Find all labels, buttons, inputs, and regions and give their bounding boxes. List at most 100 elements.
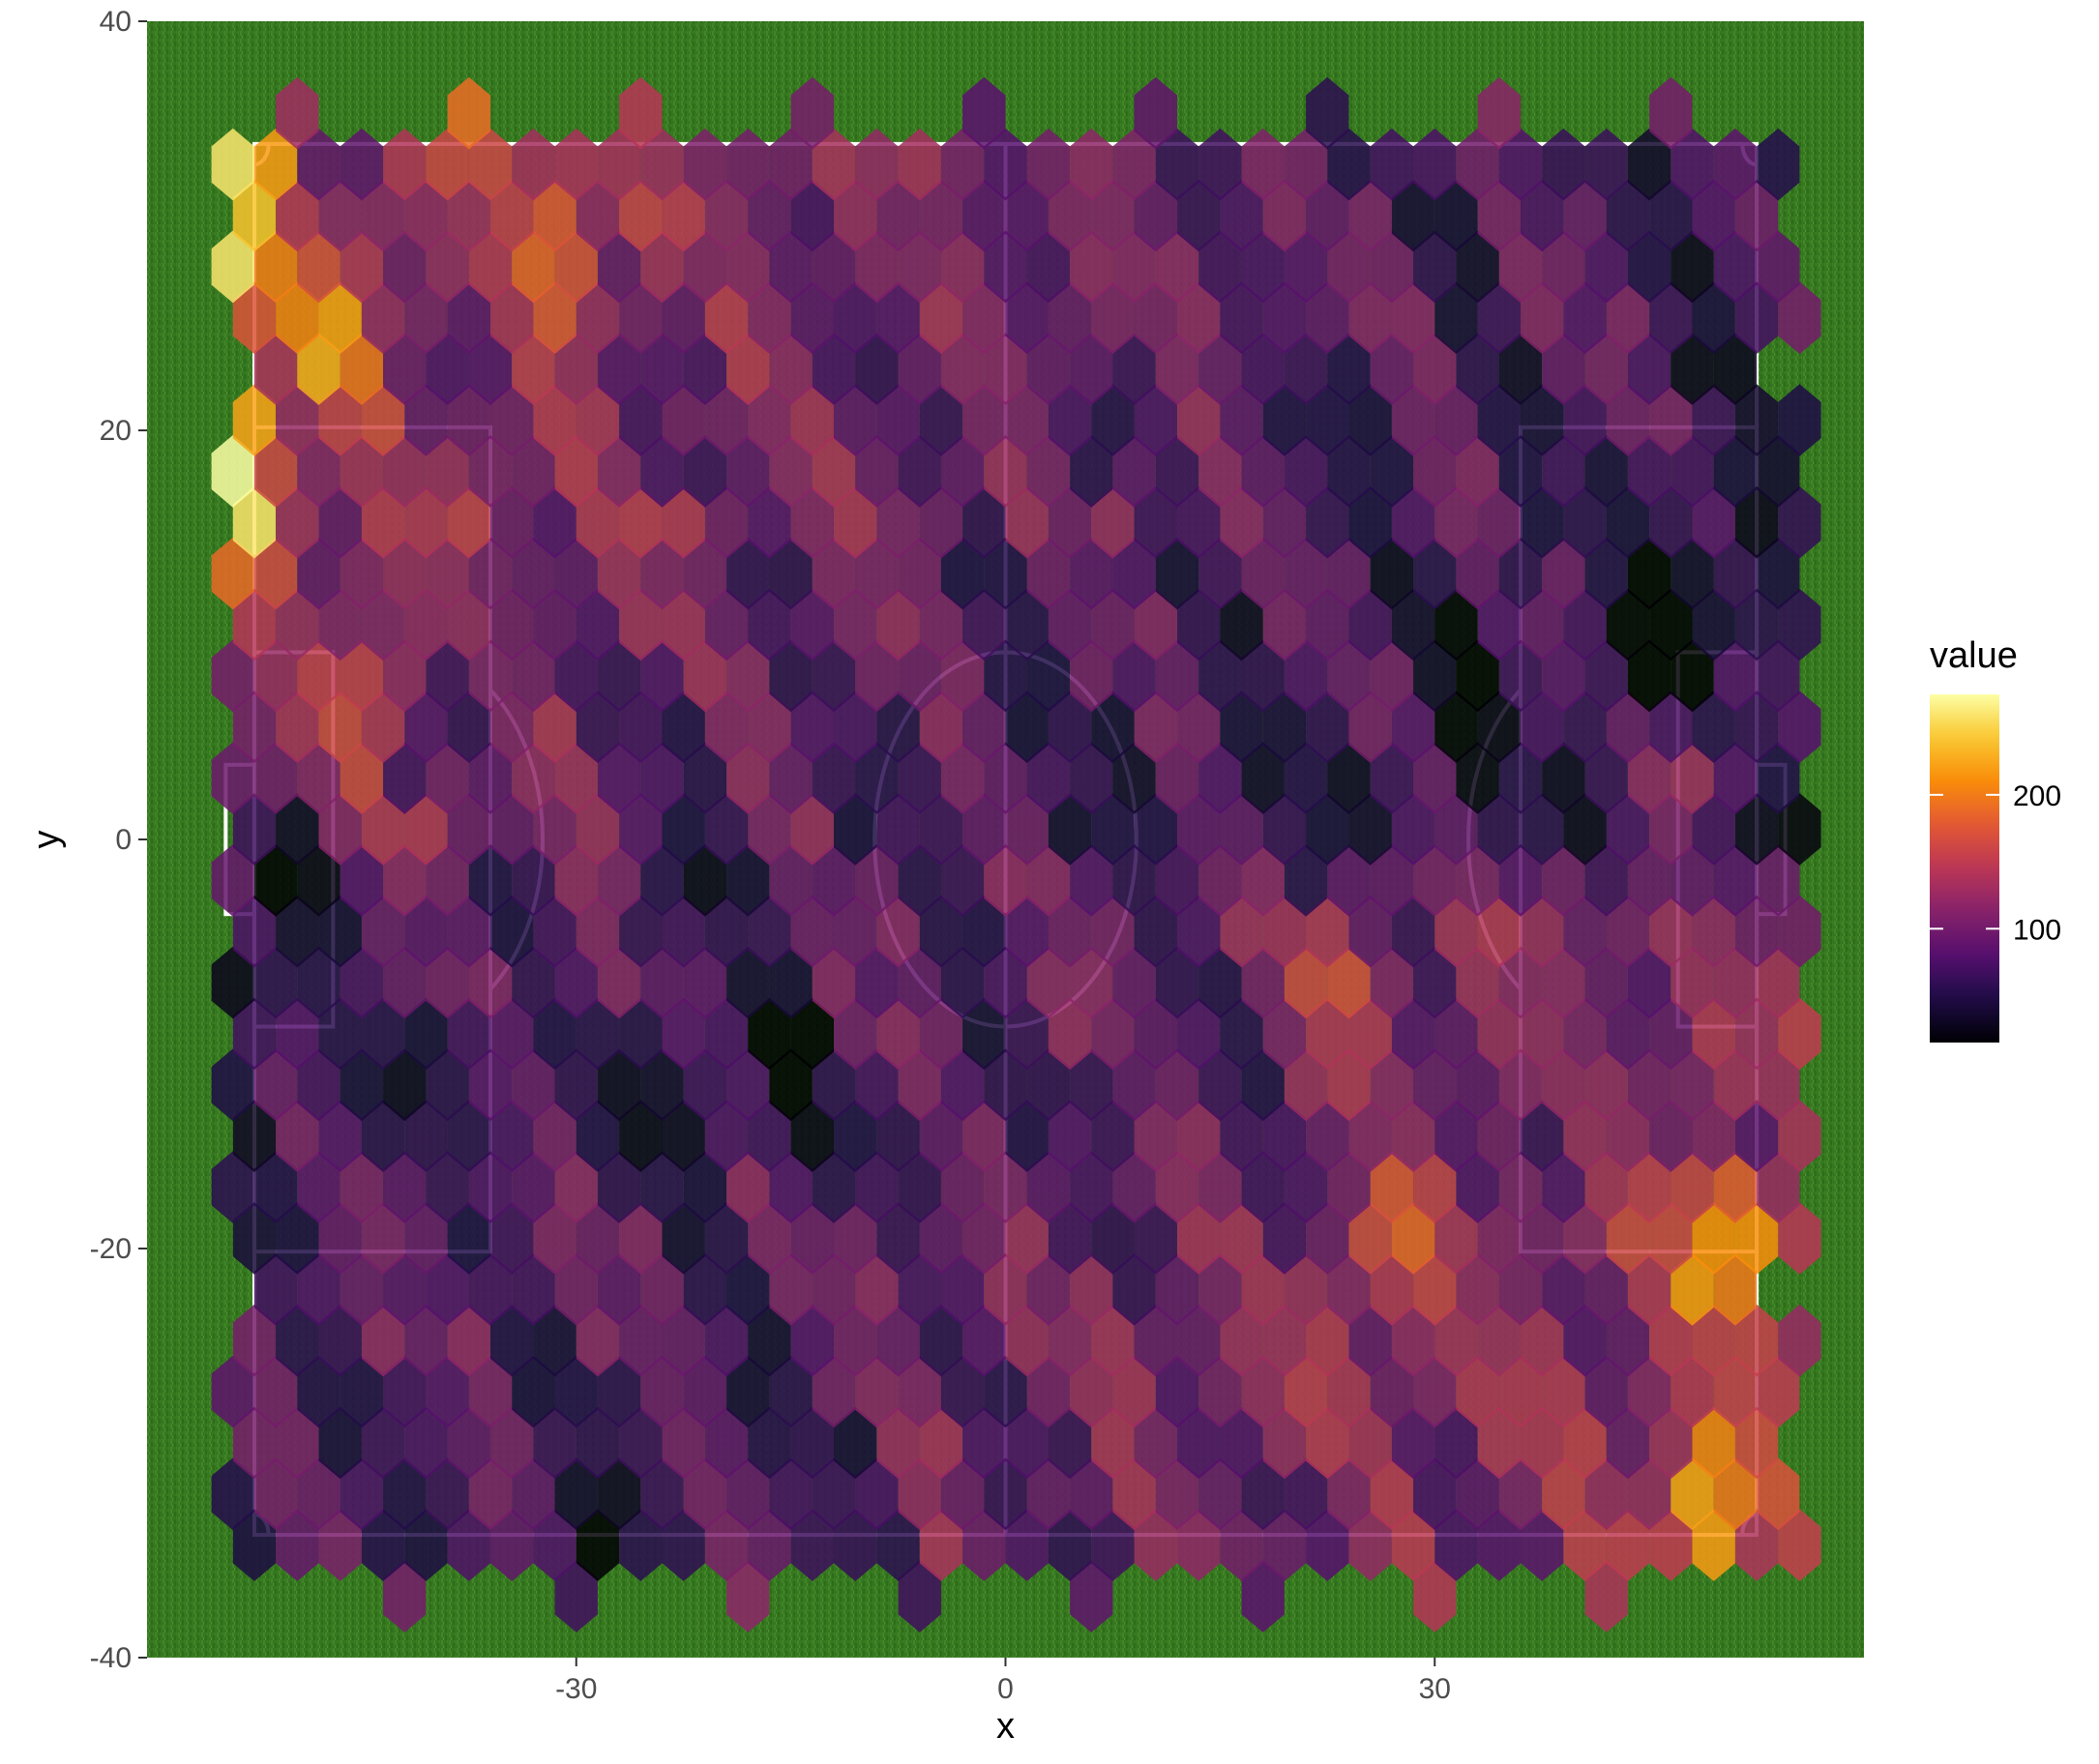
hex-bin (1262, 384, 1307, 456)
hex-bin (834, 384, 877, 456)
hex-bin (533, 1304, 576, 1377)
hex-bin (683, 742, 727, 814)
hex-bin (940, 1355, 985, 1428)
hex-bin (748, 1304, 791, 1377)
hex-bin (1456, 843, 1499, 917)
hex-bin (1091, 179, 1135, 252)
hex-bin (1177, 1406, 1221, 1480)
hex-bin (1606, 1406, 1650, 1480)
hex-bin (361, 1100, 405, 1172)
hex-bin (1134, 384, 1177, 456)
hex-bin (1262, 997, 1307, 1071)
hex-bin (1692, 281, 1735, 354)
hex-bin (361, 281, 405, 354)
hex-bin (940, 843, 985, 917)
hex-bin (490, 1406, 534, 1480)
hex-bin (404, 895, 448, 968)
hex-bin (898, 1151, 941, 1223)
hex-bin (447, 485, 490, 559)
hex-bin (876, 1100, 920, 1172)
hex-bin (597, 1252, 641, 1326)
hex-bin (748, 997, 791, 1071)
hex-bin (1649, 1304, 1693, 1377)
hex-bin (404, 997, 448, 1071)
hex-bin (812, 333, 856, 405)
hex-bin (769, 434, 813, 508)
hex-bin (1391, 895, 1435, 968)
hex-bin (962, 76, 1006, 150)
hex-bin (855, 333, 899, 405)
hex-bin (876, 997, 920, 1071)
hex-bin (297, 1252, 340, 1326)
hex-bin (640, 537, 684, 610)
hex-bin (1155, 742, 1199, 814)
hex-bin (1477, 1406, 1521, 1480)
hex-bin (1434, 691, 1478, 763)
hex-bin (898, 1355, 941, 1428)
hex-bin (619, 997, 663, 1071)
hex-bin (1091, 281, 1135, 354)
hex-bin (726, 843, 770, 917)
hex-bin (812, 1048, 856, 1122)
hex-bin (1284, 946, 1328, 1019)
hex-bin (276, 588, 319, 662)
hex-bin (1692, 384, 1735, 456)
hex-bin (1413, 1457, 1457, 1531)
hex-bin (1134, 997, 1177, 1071)
hex-bin (1177, 384, 1221, 456)
hex-bin (1413, 333, 1457, 405)
hex-bin (769, 843, 813, 917)
hex-bin (1477, 691, 1521, 763)
hex-bin (962, 384, 1006, 456)
hex-bin (1306, 76, 1349, 150)
hex-bin (1177, 691, 1221, 763)
hex-bin (383, 128, 427, 201)
hex-bin (748, 485, 791, 559)
hex-bin (812, 1252, 856, 1326)
hex-bin (1477, 281, 1521, 354)
hex-bin (1026, 1252, 1071, 1326)
hex-bin (361, 997, 405, 1071)
hex-bin (297, 742, 340, 814)
hex-bin (619, 1509, 663, 1581)
hex-bin (619, 895, 663, 968)
hex-bin (468, 1048, 513, 1122)
hex-bin (1134, 1100, 1177, 1172)
hex-bin (404, 1304, 448, 1377)
hex-bin (276, 1304, 319, 1377)
hex-bin (1734, 588, 1779, 662)
hex-bin (297, 1048, 340, 1122)
hex-bin (748, 179, 791, 252)
hex-bin (468, 128, 513, 201)
hex-bin (1498, 946, 1543, 1019)
hex-bin (1112, 1048, 1156, 1122)
hex-bin (683, 128, 727, 201)
hex-bin (1177, 1304, 1221, 1377)
hex-bin (1091, 1406, 1135, 1480)
hex-bin (211, 434, 254, 508)
hex-bin (576, 1202, 620, 1275)
hex-bin (1584, 1560, 1628, 1632)
hex-bin (919, 1304, 963, 1377)
hex-bin (1198, 1252, 1242, 1326)
hex-bin (1542, 742, 1585, 814)
hex-bin (1670, 434, 1714, 508)
hex-bin (1348, 1509, 1392, 1581)
hex-bin (1070, 434, 1113, 508)
hex-bin (1692, 1100, 1735, 1172)
hex-bin (512, 230, 555, 304)
hex-bin (683, 1252, 727, 1326)
hex-bin (1241, 742, 1285, 814)
hex-bin (1026, 742, 1071, 814)
hex-bin (318, 793, 362, 866)
hex-bin (1005, 997, 1049, 1071)
hex-bin (1456, 1151, 1499, 1223)
hex-bin (468, 946, 513, 1019)
hex-bin (318, 1406, 362, 1480)
hex-bin (232, 1406, 277, 1480)
hex-bin (1198, 537, 1242, 610)
hex-bin (1563, 1202, 1607, 1275)
hex-bin (919, 384, 963, 456)
hex-bin (1627, 333, 1671, 405)
hex-bin (1649, 1100, 1693, 1172)
